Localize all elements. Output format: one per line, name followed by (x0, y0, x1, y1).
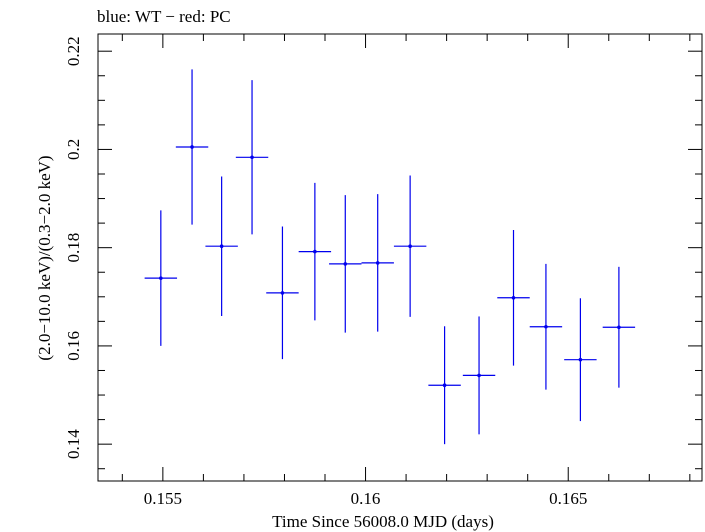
y-tick-label: 0.22 (64, 36, 83, 66)
data-point (544, 324, 548, 329)
data-series (144, 69, 636, 445)
plot-frame (97, 33, 703, 482)
y-tick-label: 0.14 (64, 429, 83, 459)
y-axis-label: (2.0−10.0 keV)/(0.3−2.0 keV) (35, 155, 54, 360)
axis-ticks (98, 34, 702, 481)
data-point (617, 325, 621, 330)
data-point (408, 244, 412, 249)
x-axis-label: Time Since 56008.0 MJD (days) (272, 512, 494, 531)
x-tick-label: 0.16 (351, 489, 381, 508)
series-WT (144, 69, 636, 445)
data-point (313, 249, 317, 254)
data-point (578, 357, 583, 362)
x-tick-label: 0.165 (549, 489, 587, 508)
data-point (375, 261, 380, 265)
y-tick-label: 0.2 (64, 139, 83, 160)
x-tick-label: 0.155 (144, 489, 182, 508)
data-point (280, 291, 285, 295)
y-tick-label: 0.18 (64, 233, 83, 263)
data-point (219, 244, 224, 249)
data-point (511, 295, 516, 300)
data-point (159, 276, 163, 280)
data-point (442, 383, 447, 388)
data-point (250, 155, 254, 160)
data-point (477, 373, 481, 378)
data-point (190, 145, 194, 149)
y-tick-label: 0.16 (64, 331, 83, 361)
axis-tick-labels: 0.155 0.16 0.165 0.14 0.16 0.18 0.2 0.22 (64, 36, 587, 508)
data-point (343, 262, 348, 266)
chart-title: blue: WT − red: PC (97, 7, 231, 26)
